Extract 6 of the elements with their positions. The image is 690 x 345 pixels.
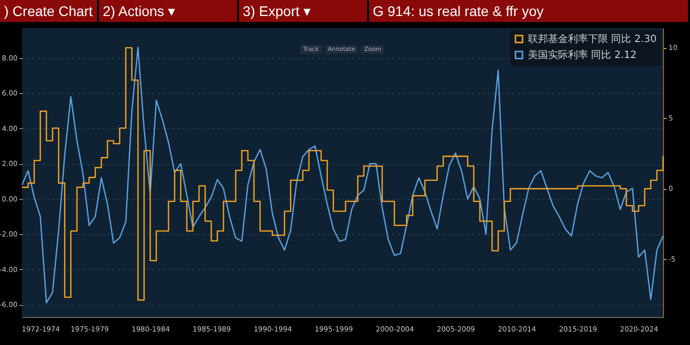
text: 3) Export ▾: [238, 0, 367, 22]
chart-title: G 914: us real rate & ffr yoy: [368, 0, 688, 22]
legend-label: 美国实际利率 同比 2.12: [528, 49, 637, 61]
text: ) Create Chart: [0, 0, 97, 22]
legend-label: 联邦基金利率下限 同比 2.30: [528, 33, 657, 45]
text: 2) Actions ▾: [98, 0, 237, 22]
